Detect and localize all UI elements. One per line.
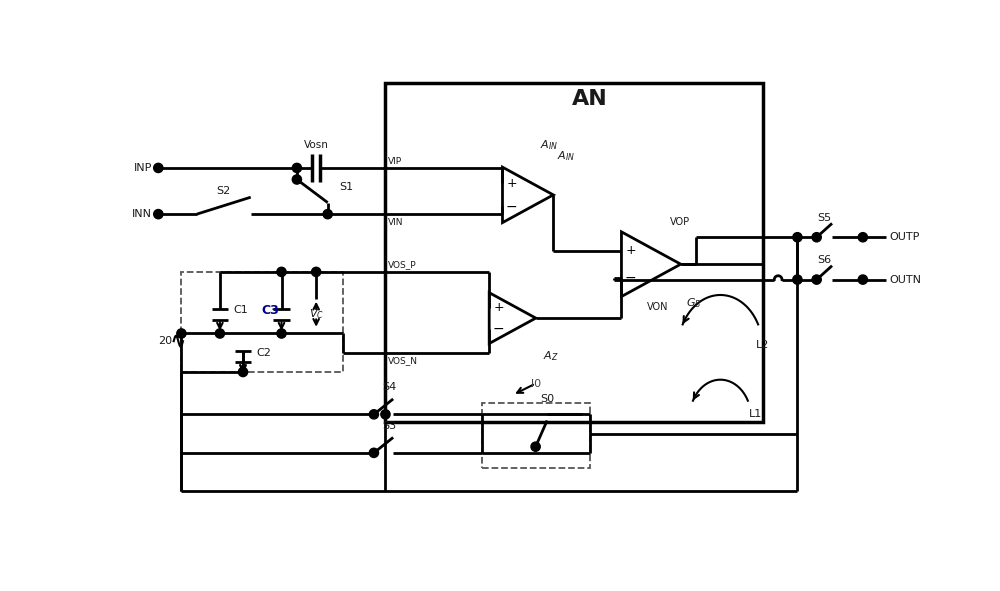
Circle shape [238,368,248,376]
Text: OUTP: OUTP [890,232,920,242]
Text: +: + [506,177,517,190]
Text: $A_{IN}$: $A_{IN}$ [557,150,575,163]
Circle shape [154,210,163,219]
Text: l0: l0 [531,379,541,388]
Text: L2: L2 [756,340,769,350]
Text: S3: S3 [382,421,396,431]
Bar [385,83,763,422]
Text: −: − [506,199,518,213]
Text: +: + [625,244,636,257]
Text: +: + [493,301,504,314]
Bar [482,403,590,468]
Text: $A_Z$: $A_Z$ [543,350,559,363]
Text: INP: INP [134,163,152,173]
Text: VOP: VOP [670,217,690,227]
Text: S6: S6 [817,255,831,265]
Circle shape [793,233,802,242]
Circle shape [215,329,225,338]
Bar [181,272,343,372]
Text: VOS_N: VOS_N [388,356,418,366]
Circle shape [793,275,802,284]
Circle shape [323,210,332,219]
Text: AN: AN [572,89,607,109]
Text: INN: INN [132,209,152,219]
Text: C2: C2 [257,348,272,358]
Text: VOS_P: VOS_P [388,261,416,269]
Text: S5: S5 [817,213,831,223]
Circle shape [369,410,379,419]
Polygon shape [489,293,536,343]
Text: C3: C3 [261,304,279,317]
Text: $G_B$: $G_B$ [686,296,701,310]
Circle shape [812,275,821,284]
Text: Vosn: Vosn [304,140,329,150]
Polygon shape [621,232,681,297]
Circle shape [858,275,867,284]
Text: VIN: VIN [388,218,403,227]
Circle shape [177,329,186,338]
Text: C1: C1 [234,306,249,316]
Circle shape [312,267,321,277]
Text: −: − [493,322,504,336]
Text: $A_{IN}$: $A_{IN}$ [540,138,558,152]
Circle shape [531,442,540,452]
Text: 20: 20 [158,336,172,346]
Text: S1: S1 [339,182,353,192]
Circle shape [154,163,163,173]
Circle shape [277,329,286,338]
Text: OUTN: OUTN [890,275,922,285]
Text: $V_C$: $V_C$ [309,307,324,321]
Circle shape [292,163,302,173]
Text: VON: VON [647,301,669,311]
Text: S0: S0 [540,394,554,404]
Text: S4: S4 [382,382,396,392]
Text: VIP: VIP [388,157,402,165]
Circle shape [812,233,821,242]
Text: L1: L1 [748,410,762,420]
Polygon shape [502,167,553,223]
Circle shape [381,410,390,419]
Text: S2: S2 [217,186,231,196]
Circle shape [369,448,379,457]
Circle shape [277,267,286,277]
Text: −: − [625,271,637,285]
Circle shape [292,175,302,184]
Circle shape [858,233,867,242]
